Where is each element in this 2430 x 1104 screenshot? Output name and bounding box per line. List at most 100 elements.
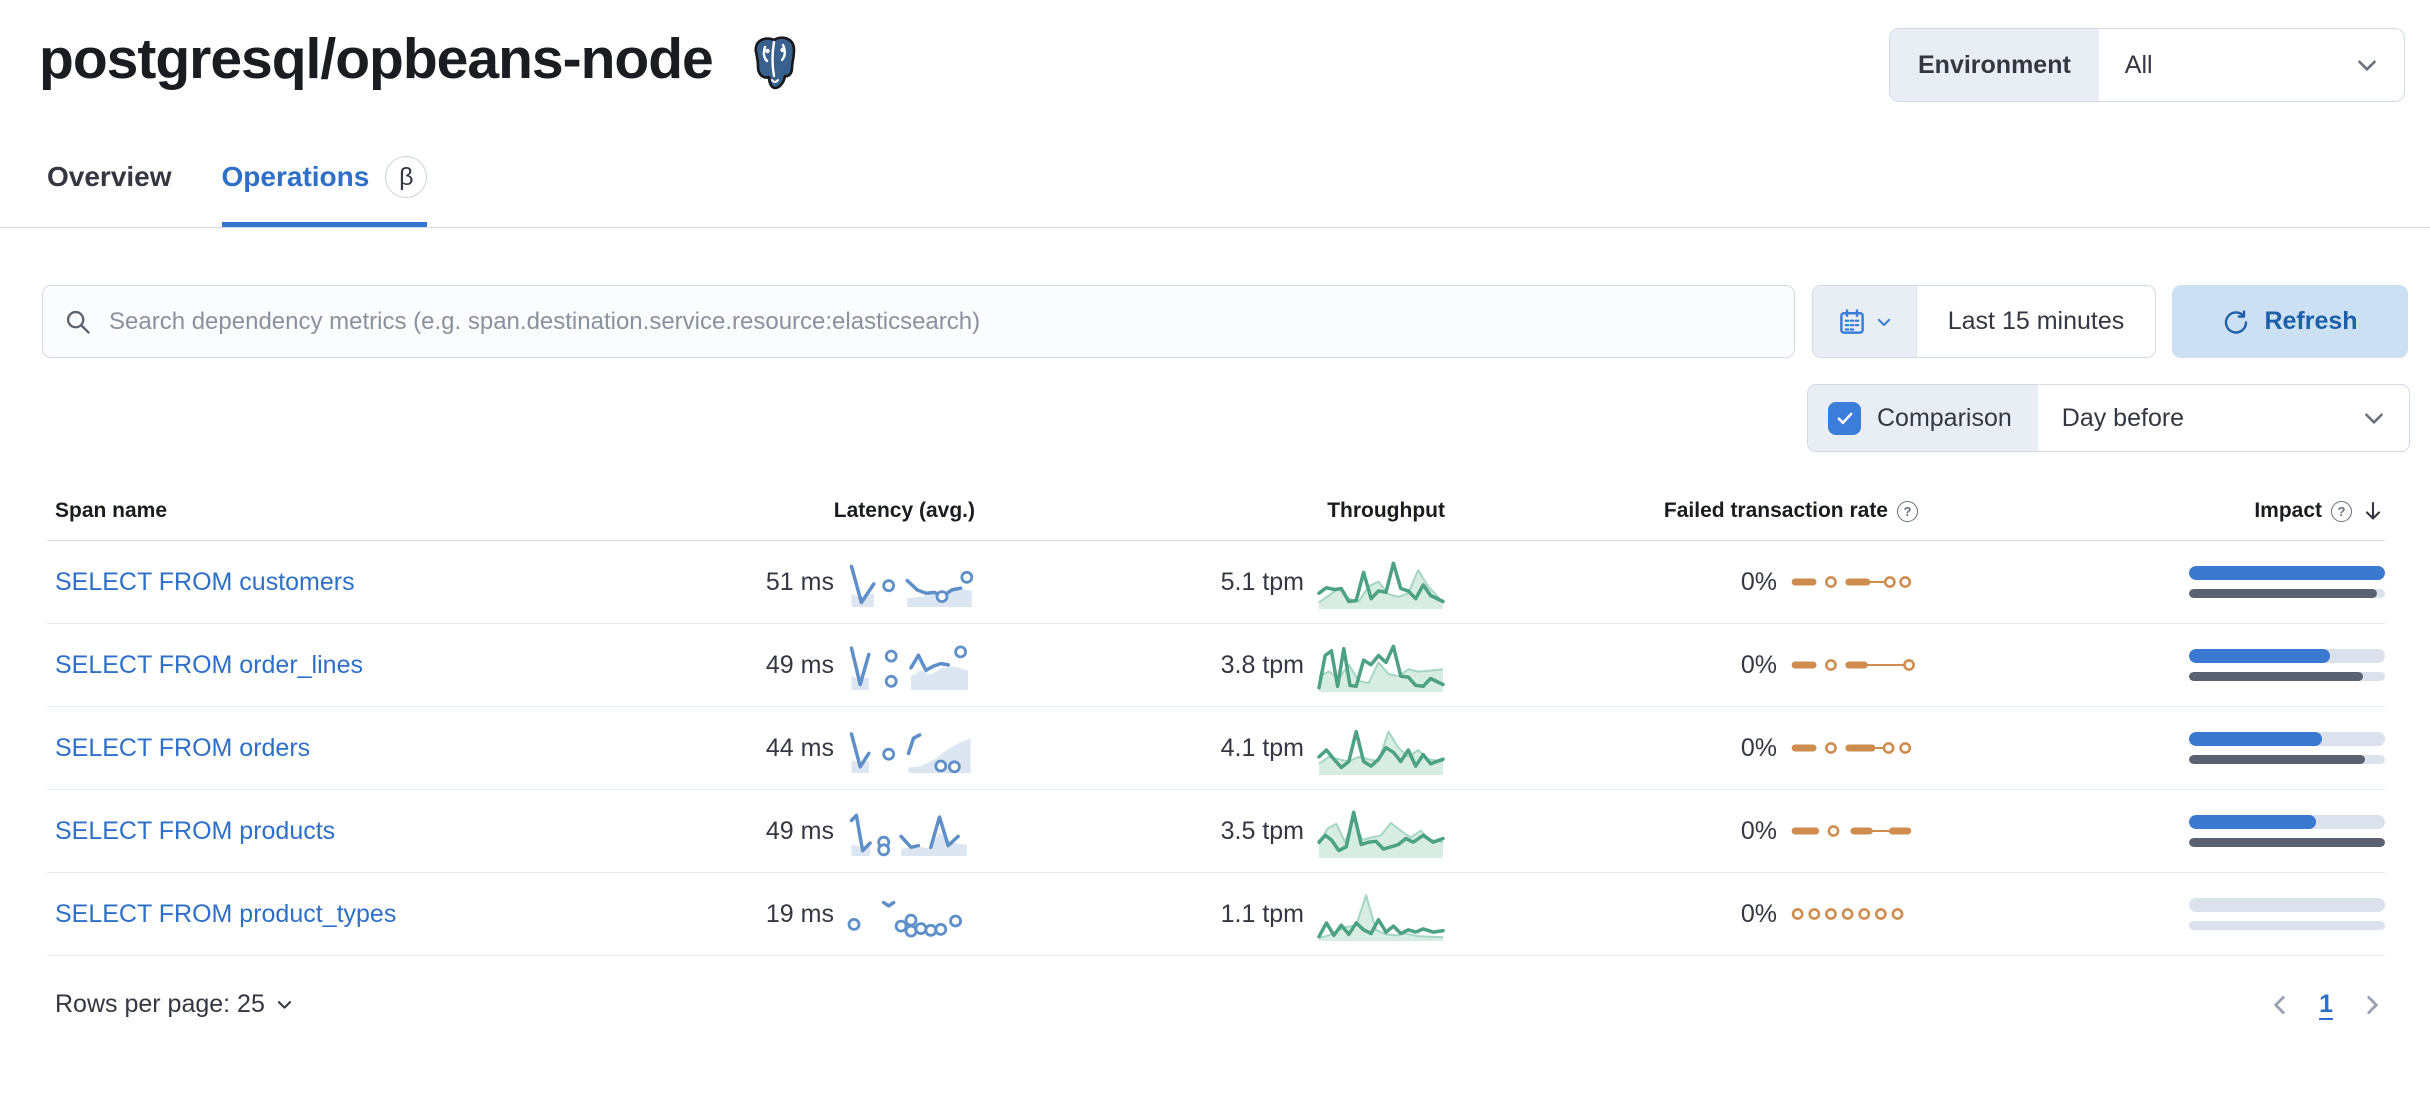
check-icon [1837,412,1852,425]
failed-rate-value: 0% [1740,733,1777,762]
tab-overview-label: Overview [47,161,172,192]
previous-page-button[interactable] [2267,992,2293,1018]
date-picker-quick-menu[interactable] [1813,286,1917,357]
comparison-label: Comparison [1877,403,2012,432]
page-number[interactable]: 1 [2319,990,2333,1018]
failed-rate-value: 0% [1740,816,1777,845]
column-header-throughput[interactable]: Throughput [1327,499,1445,522]
failed-rate-sparkline [1791,742,1912,754]
failed-rate-value: 0% [1740,650,1777,679]
latency-value: 44 ms [765,733,834,762]
table-footer: Rows per page: 25 1 [47,990,2385,1019]
table-header-row: Span name Latency (avg.) Throughput Fail… [47,499,2385,541]
tab-operations-label: Operations [221,161,370,192]
pagination: 1 [2267,990,2385,1019]
throughput-sparkline [1317,644,1445,692]
chevron-down-icon [2361,385,2409,451]
impact-bar-current [2189,566,2385,580]
impact-bar-current [2189,732,2385,746]
refresh-button-label: Refresh [2264,307,2358,335]
impact-bar-previous [2189,921,2385,930]
page-title: postgresql/opbeans-node [39,27,714,91]
tab-overview[interactable]: Overview [47,156,172,227]
question-circle-icon: ? [2331,500,2352,522]
impact-bar-current [2189,898,2385,912]
latency-sparkline [849,645,968,690]
failed-rate-sparkline [1791,908,1904,920]
rows-per-page-button[interactable]: Rows per page: 25 [47,990,294,1019]
question-circle-icon: ? [1897,500,1918,522]
failed-rate-sparkline [1791,825,1912,837]
throughput-value: 1.1 tpm [1220,899,1304,928]
tab-bar: Overview Operations β [0,156,2430,228]
impact-bars [2189,732,2385,764]
time-range-value[interactable]: Last 15 minutes [1947,307,2125,335]
comparison-checkbox[interactable] [1828,401,1861,435]
postgresql-icon [754,36,796,90]
throughput-sparkline [1317,729,1445,775]
environment-select-label: Environment [1890,29,2099,101]
latency-value: 49 ms [765,650,834,679]
throughput-sparkline [1317,810,1445,858]
failed-rate-sparkline [1791,659,1915,671]
impact-bar-current [2189,815,2385,829]
impact-bars [2189,566,2385,598]
environment-select[interactable]: Environment All [1889,28,2405,102]
throughput-value: 4.1 tpm [1220,733,1304,762]
failed-rate-value: 0% [1740,567,1777,596]
throughput-sparkline [1317,561,1445,609]
table-row: SELECT FROM product_types 19 ms 1.1 tpm … [47,873,2385,956]
chevron-right-icon [2367,995,2378,1014]
impact-bars [2189,815,2385,847]
failed-rate-sparkline [1791,576,1912,588]
span-name-link[interactable]: SELECT FROM orders [55,733,311,762]
chevron-down-icon [1877,318,1890,326]
chevron-down-icon [277,1001,291,1009]
beta-badge: β [385,156,428,198]
failed-rate-value: 0% [1740,899,1777,928]
span-name-link[interactable]: SELECT FROM products [55,816,336,845]
next-page-button[interactable] [2359,992,2385,1018]
refresh-button[interactable]: Refresh [2172,285,2408,358]
search-icon [64,308,92,341]
latency-sparkline [849,564,974,607]
impact-bars [2189,898,2385,930]
latency-value: 49 ms [765,816,834,845]
latency-sparkline [847,900,962,938]
throughput-value: 3.5 tpm [1220,816,1304,845]
span-name-link[interactable]: SELECT FROM customers [55,567,355,596]
operations-table: Span name Latency (avg.) Throughput Fail… [47,499,2385,956]
calendar-icon [1839,308,1864,334]
controls-row: Last 15 minutes Refresh [0,285,2430,358]
search-input[interactable] [42,285,1795,358]
impact-bar-previous [2189,838,2385,847]
throughput-sparkline [1317,894,1445,941]
column-header-impact[interactable]: Impact ? [1918,499,2385,523]
chevron-down-icon [2354,29,2404,101]
rows-per-page-label: Rows per page: 25 [55,990,265,1018]
impact-bar-previous [2189,755,2385,764]
impact-bars [2189,649,2385,681]
column-header-span-name[interactable]: Span name [55,499,168,522]
column-header-latency[interactable]: Latency (avg.) [833,499,975,522]
date-picker[interactable]: Last 15 minutes [1812,285,2156,358]
page-header: postgresql/opbeans-node Environment All [0,0,2430,102]
column-header-failed-rate[interactable]: Failed transaction rate ? [1445,499,1918,523]
comparison-toggle[interactable]: Comparison [1808,385,2038,451]
impact-bar-previous [2189,672,2385,681]
table-row: SELECT FROM products 49 ms 3.5 tpm 0% [47,790,2385,873]
latency-value: 19 ms [765,899,834,928]
table-body: SELECT FROM customers 51 ms 5.1 tpm 0% S… [47,541,2385,956]
tab-operations[interactable]: Operations β [221,156,428,227]
comparison-row: Comparison Day before [0,384,2430,452]
impact-bar-previous [2189,589,2385,598]
impact-bar-current [2189,649,2385,663]
table-row: SELECT FROM order_lines 49 ms 3.8 tpm 0% [47,624,2385,707]
comparison-select[interactable]: Day before [2061,403,2185,432]
span-name-link[interactable]: SELECT FROM product_types [55,899,397,928]
refresh-icon [2225,309,2248,334]
sort-desc-arrow-icon [2365,501,2381,520]
span-name-link[interactable]: SELECT FROM order_lines [55,650,363,679]
environment-select-value: All [2124,50,2153,79]
throughput-value: 5.1 tpm [1220,567,1304,596]
